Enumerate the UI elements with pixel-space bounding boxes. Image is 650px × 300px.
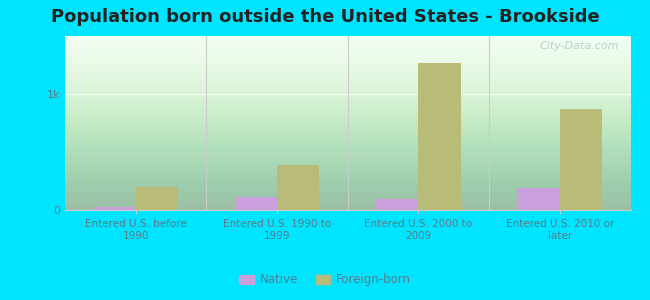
Bar [277, 165, 319, 210]
Bar [560, 109, 602, 210]
Bar [517, 188, 560, 210]
Bar [94, 207, 136, 210]
Text: Population born outside the United States - Brookside: Population born outside the United State… [51, 8, 599, 26]
Legend: Native, Foreign-born: Native, Foreign-born [235, 269, 415, 291]
Bar [235, 197, 277, 210]
Bar [376, 199, 419, 210]
Text: City-Data.com: City-Data.com [540, 41, 619, 51]
Bar [419, 63, 461, 210]
Bar [136, 187, 178, 210]
